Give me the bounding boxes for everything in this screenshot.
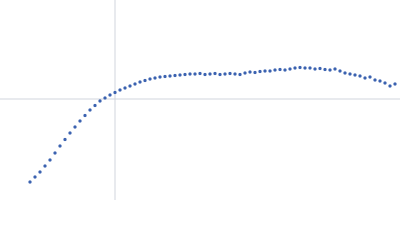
point xyxy=(313,67,317,71)
point xyxy=(183,72,187,77)
point xyxy=(108,93,112,97)
point xyxy=(88,108,92,112)
point xyxy=(393,82,397,86)
point xyxy=(328,68,332,72)
point xyxy=(118,88,122,92)
point xyxy=(63,137,67,142)
point xyxy=(103,96,107,100)
point xyxy=(78,119,82,123)
point xyxy=(348,72,352,76)
point xyxy=(178,73,182,77)
point xyxy=(248,70,252,74)
point xyxy=(188,72,192,76)
point xyxy=(73,125,77,129)
point xyxy=(168,74,172,78)
point xyxy=(368,75,372,79)
point xyxy=(143,78,147,83)
point xyxy=(58,144,62,148)
point xyxy=(48,158,52,162)
point xyxy=(303,66,307,70)
point xyxy=(83,113,87,118)
point xyxy=(323,67,327,72)
point xyxy=(363,76,367,80)
point xyxy=(228,71,232,76)
point xyxy=(138,80,142,84)
point xyxy=(308,66,312,70)
point xyxy=(258,69,262,74)
point xyxy=(283,68,287,72)
point xyxy=(38,170,42,174)
point xyxy=(98,99,102,103)
point xyxy=(158,75,162,79)
point xyxy=(43,164,47,168)
point xyxy=(243,71,247,75)
point xyxy=(113,90,117,95)
point xyxy=(288,67,292,71)
point xyxy=(238,72,242,77)
point xyxy=(153,76,157,80)
point xyxy=(278,67,282,72)
point xyxy=(123,86,127,90)
point xyxy=(203,72,207,77)
point xyxy=(268,69,272,73)
point xyxy=(373,78,377,82)
point xyxy=(163,74,167,79)
point xyxy=(298,65,302,70)
point xyxy=(338,69,342,73)
point xyxy=(28,180,32,184)
point xyxy=(213,71,217,76)
point xyxy=(233,72,237,76)
point xyxy=(293,66,297,70)
point xyxy=(193,72,197,76)
point xyxy=(198,71,202,76)
point xyxy=(378,79,382,83)
point xyxy=(253,70,257,75)
point xyxy=(208,72,212,76)
point xyxy=(333,67,337,71)
point xyxy=(218,72,222,77)
chart xyxy=(0,0,400,200)
point xyxy=(173,73,177,78)
point xyxy=(273,68,277,72)
point xyxy=(133,82,137,86)
point xyxy=(68,131,72,135)
point xyxy=(383,81,387,85)
point xyxy=(93,103,97,108)
point xyxy=(388,84,392,88)
point xyxy=(358,74,362,78)
point xyxy=(128,84,132,88)
point xyxy=(33,175,37,179)
point xyxy=(53,151,57,155)
point xyxy=(343,71,347,75)
point xyxy=(148,77,152,81)
point xyxy=(223,72,227,76)
point xyxy=(353,73,357,77)
point xyxy=(318,66,322,71)
point xyxy=(263,69,267,73)
